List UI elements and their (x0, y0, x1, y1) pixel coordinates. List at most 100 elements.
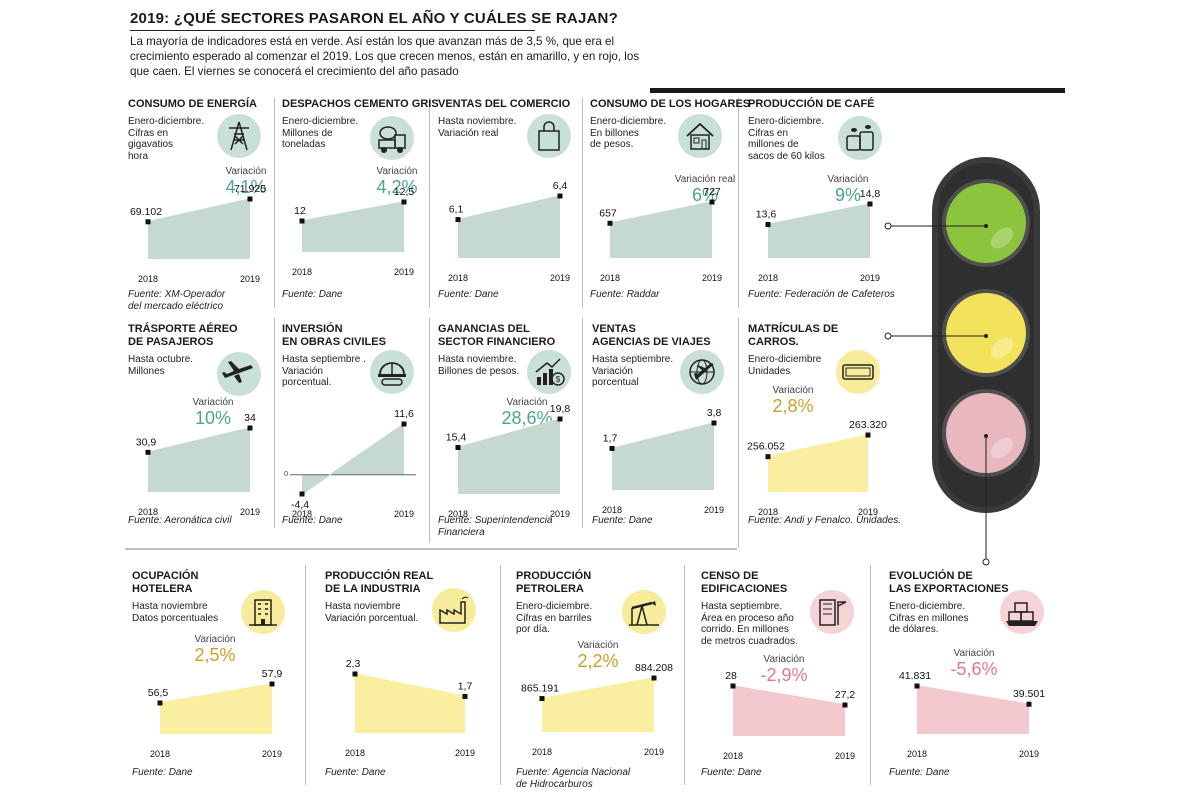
value-label-2019: 12,5 (394, 186, 415, 198)
area-fill (768, 435, 868, 492)
chart-title: TRÁSPORTE AÉREO DE PASAJEROS (128, 323, 238, 348)
series-line (457, 195, 561, 221)
variation-label: Variación (194, 634, 236, 645)
license-plate-icon (836, 350, 880, 394)
variation-label: Variación (772, 385, 814, 396)
variation-value: 2,8% (772, 396, 814, 416)
value-label-2019: 6,4 (553, 180, 568, 192)
chart-panel-comercio: VENTAS DEL COMERCIO Hasta noviembre. Varia… (438, 98, 618, 318)
area-chart-aereo: 30,9 34 2018 2019 (136, 412, 260, 517)
globe-plane-icon (680, 350, 724, 394)
value-label-2019: 27,2 (835, 689, 856, 701)
area-chart-industria: 2,3 1,7 2018 2019 (345, 658, 475, 758)
x-tick-2019: 2019 (240, 507, 260, 517)
cement-truck-icon-glyph (378, 126, 406, 153)
variation-label: Variación (506, 397, 548, 408)
area-fill (733, 686, 845, 736)
chart-description: Enero-diciembre. Cifras en millones de dól… (889, 601, 969, 635)
x-tick-2019: 2019 (702, 273, 722, 283)
x-tick-2018: 2018 (345, 748, 365, 758)
divider (738, 98, 739, 308)
header-divider (650, 88, 1065, 93)
area-chart-comercio: 6,1 6,4 2018 2019 (448, 180, 570, 283)
value-label-2019: 11,6 (394, 408, 414, 420)
x-tick-2019: 2019 (858, 507, 878, 517)
chart-description: Enero-diciembre. Cifras en gigavatios hora (128, 116, 205, 162)
chart-description: Hasta noviembre. Billones de pesos. (438, 354, 520, 377)
area-chart-carros: 256.052 263.320 2018 2019 (747, 419, 887, 517)
intro-text: La mayoría de indicadores está en verde.… (130, 35, 640, 78)
divider (429, 318, 430, 543)
chart-title: DESPACHOS CEMENTO GRIS (282, 98, 439, 110)
series-line (541, 677, 655, 700)
chart-title: EVOLUCIÓN DE LAS EXPORTACIONES (889, 570, 1009, 595)
value-label-2019: 727 (703, 186, 721, 198)
value-label-2019: 19,8 (550, 403, 571, 415)
value-label-2018: 69.102 (130, 206, 162, 218)
point-2019 (247, 196, 253, 202)
x-tick-2019: 2019 (1019, 749, 1039, 759)
variation-label: Variación (192, 397, 234, 408)
chart-description: Hasta noviembre Variación porcentual. (325, 601, 419, 624)
variation-value: 9% (834, 185, 861, 205)
chart-description: Hasta octubre. Millones (128, 354, 194, 377)
chart-panel-edificaciones: CENSO DE EDIFICACIONES Hasta septiembre. Ár… (701, 570, 881, 790)
chart-title: CONSUMO DE LOS HOGARES (590, 98, 751, 110)
x-tick-2018: 2018 (758, 273, 778, 283)
chart-description: Enero-diciembre. Cifras en barriles por dí… (516, 601, 593, 635)
shipping-containers-icon (1000, 590, 1044, 634)
value-label-2019: 39.501 (1013, 688, 1045, 700)
x-tick-2019: 2019 (550, 273, 570, 283)
point-2018 (455, 217, 461, 223)
x-tick-2018: 2018 (292, 267, 312, 277)
license-plate-icon-glyph (842, 364, 874, 380)
chart-source: Fuente: Dane (132, 767, 193, 778)
chart-source: Fuente: Dane (282, 289, 343, 300)
value-label-2019: 34 (244, 412, 256, 424)
value-label-2019: 3,8 (707, 407, 722, 419)
hard-hat-icon (370, 350, 414, 394)
area-fill (612, 423, 714, 490)
value-label-2019: 14,8 (860, 188, 881, 200)
x-tick-2019: 2019 (262, 749, 282, 759)
growth-chart-icon: $ (527, 350, 571, 394)
chart-source: Fuente: Dane (325, 767, 386, 778)
divider (870, 565, 871, 785)
chart-title: GANANCIAS DEL SECTOR FINANCIERO (438, 323, 556, 348)
divider (738, 318, 739, 548)
value-label-2018: -4,4 (291, 499, 309, 511)
series-line (457, 418, 561, 449)
variation-label: Variación (376, 166, 418, 177)
point-2018 (145, 219, 151, 225)
chart-source: Fuente: Superintendencia Financiera (438, 515, 553, 538)
value-label-2018: 256.052 (747, 441, 785, 453)
chart-panel-cafe: PRODUCCIÓN DE CAFÉ Enero-diciembre. Cifras… (748, 98, 928, 318)
area-chart-cafe: 13,6 14,8 2018 2019 (756, 188, 881, 283)
area-fill (355, 674, 465, 733)
chart-source: Fuente: Federación de Cafeteros (748, 289, 895, 300)
factory-icon-glyph (439, 596, 469, 624)
chart-description: Enero-diciembre. Cifras en millones de saco… (748, 116, 825, 162)
chart-panel-obras: INVERSIÓN EN OBRAS CIVILES Hasta septiembr… (282, 323, 462, 543)
x-tick-2018: 2018 (150, 749, 170, 759)
value-label-2019: 71.925 (234, 183, 266, 195)
point-2018 (765, 222, 771, 228)
point-2019 (247, 425, 253, 431)
value-label-2019: 884.208 (635, 662, 673, 674)
divider (274, 98, 275, 308)
chart-panel-industria: PRODUCCIÓN REAL DE LA INDUSTRIA Hasta novi… (325, 570, 505, 790)
point-2019 (842, 702, 848, 708)
chart-title: MATRÍCULAS DE CARROS. (748, 323, 839, 348)
point-2018 (352, 671, 358, 677)
chart-panel-petrolera: PRODUCCIÓN PETROLERA Enero-diciembre. Cifra… (516, 570, 696, 790)
divider (429, 98, 430, 308)
chart-source: Fuente: XM-Operador del mercado eléctrico (128, 289, 226, 312)
x-tick-2019: 2019 (704, 505, 724, 515)
area-fill (917, 686, 1029, 734)
variation-label: Variación (953, 648, 995, 659)
value-label-2018: 13,6 (756, 209, 777, 221)
chart-description: Enero-diciembre. En billones de pesos. (590, 116, 667, 150)
hard-hat-icon-glyph (378, 362, 406, 386)
chart-title: CONSUMO DE ENERGÍA (128, 98, 257, 110)
variation-value: -5,6% (950, 659, 998, 679)
